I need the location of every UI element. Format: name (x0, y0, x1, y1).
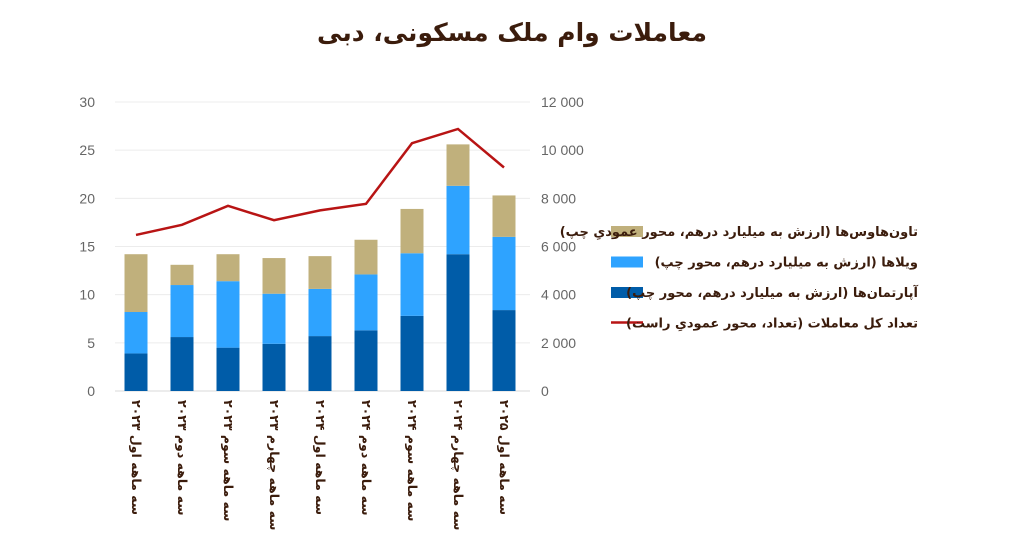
left-axis-tick: 20 (79, 190, 95, 206)
bar-segment (262, 343, 286, 391)
left-axis-tick: 25 (79, 142, 95, 158)
bar-segment (170, 337, 194, 391)
legend-label: آپارتمان‌ها (ارزش به میلیارد درهم، محور … (626, 284, 918, 301)
bar-segment (400, 208, 424, 254)
bar-segment (492, 310, 516, 391)
left-axis-tick: 10 (79, 287, 95, 303)
bar-segment (308, 256, 332, 289)
right-axis-tick: 8 000 (541, 190, 576, 206)
chart-title: معاملات وام ملک مسکونی، دبی (317, 18, 707, 47)
bar-segment (124, 312, 148, 354)
category-label: سه ماهه اول ۲۰۲۵ (497, 400, 512, 515)
left-axis-tick: 15 (79, 239, 95, 255)
category-label: سه ماهه چهارم ۲۰۲۳ (266, 400, 282, 530)
bar-segment (400, 315, 424, 391)
bar-segment (446, 254, 470, 391)
category-label: سه ماهه سوم ۲۰۲۳ (220, 400, 236, 521)
right-axis-tick: 10 000 (541, 142, 584, 158)
bar-segment (354, 330, 378, 391)
legend-label: تاون‌هاوس‌ها (ارزش به میلیارد درهم، محور… (560, 225, 918, 240)
bar-segment (308, 336, 332, 391)
legend-label: ویلاها (ارزش به میلیارد درهم، محور چپ) (655, 256, 918, 271)
bar-segment (446, 144, 470, 186)
bar-segment (124, 254, 148, 313)
legend-swatch (611, 256, 643, 268)
bar-segment (492, 195, 516, 237)
legend-swatch (611, 226, 643, 237)
bar-segment (216, 281, 240, 348)
bar-segment (446, 185, 470, 255)
bar-segment (262, 293, 286, 344)
category-label: سه ماهه اول ۲۰۲۳ (129, 400, 144, 515)
category-label: سه ماهه اول ۲۰۲۴ (313, 400, 328, 515)
left-axis-tick: 5 (87, 335, 95, 351)
bar-segment (354, 239, 378, 275)
right-axis-tick: 0 (541, 383, 549, 399)
bar-segment (262, 258, 286, 294)
bar-segment (216, 254, 240, 282)
left-axis-tick: 0 (87, 383, 95, 399)
bar-segment (492, 236, 516, 311)
bar-segment (170, 264, 194, 286)
category-label: سه ماهه دوم ۲۰۲۴ (358, 400, 374, 516)
bar-segment (400, 253, 424, 316)
bar-segment (354, 274, 378, 331)
bar-segment (216, 347, 240, 391)
legend-label: تعداد کل معاملات (تعداد، محور عمودیِ راس… (626, 317, 918, 332)
category-label: سه ماهه چهارم ۲۰۲۴ (450, 400, 466, 530)
right-axis-tick: 4 000 (541, 287, 576, 303)
bar-segment (170, 285, 194, 338)
left-axis-tick: 30 (79, 94, 95, 110)
legend-swatch (611, 287, 643, 298)
category-label: سه ماهه سوم ۲۰۲۴ (404, 400, 420, 521)
right-axis-tick: 2 000 (541, 335, 576, 351)
bar-segment (308, 288, 332, 337)
category-label: سه ماهه دوم ۲۰۲۳ (174, 400, 190, 516)
right-axis-tick: 12 000 (541, 94, 584, 110)
bar-segment (124, 353, 148, 391)
right-axis-tick: 6 000 (541, 239, 576, 255)
